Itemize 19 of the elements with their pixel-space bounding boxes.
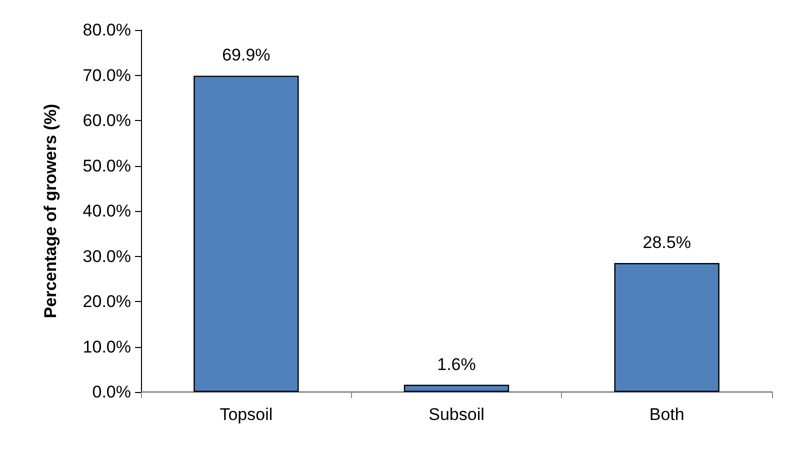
y-tick-label: 60.0% [82,111,131,130]
y-tick-label: 20.0% [82,292,131,311]
x-tick-label: Both [649,405,684,424]
y-tick-label: 40.0% [82,202,131,220]
y-tick-label: 50.0% [82,156,131,176]
data-label: 69.9% [222,46,270,65]
bar [614,263,720,392]
y-tick-label: 70.0% [82,66,131,85]
y-tick-label: 0.0% [92,382,131,402]
y-tick-label: 80.0% [82,20,131,40]
bar [404,384,510,392]
y-tick-label: 30.0% [82,246,131,266]
x-tick-label: Topsoil [220,405,273,424]
y-tick-label: 10.0% [82,337,131,356]
bar [194,76,299,392]
x-tick-label: Subsoil [428,405,484,424]
data-label: 1.6% [437,354,476,374]
data-label: 28.5% [642,233,691,252]
y-axis-title: Percentage of growers (%) [41,104,60,318]
